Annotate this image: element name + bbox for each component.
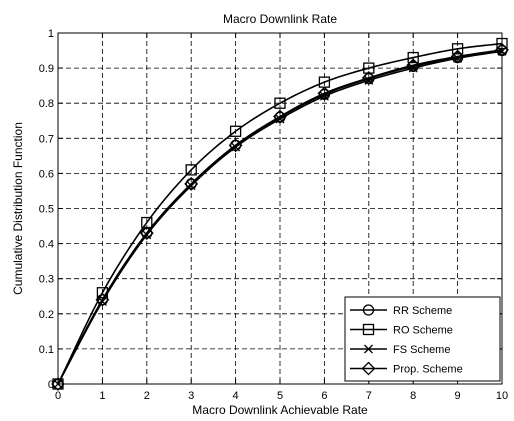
x-tick-label: 7 — [366, 390, 372, 402]
legend-label: RO Scheme — [393, 325, 453, 337]
data-point-square — [363, 62, 375, 74]
legend-label: RR Scheme — [393, 305, 452, 317]
legend-marker-diamond — [361, 361, 376, 376]
legend-marker-circle — [362, 304, 375, 316]
y-tick-label: 0.4 — [39, 239, 54, 251]
series-lines — [51, 37, 509, 391]
y-tick-label: 0.2 — [39, 309, 54, 321]
data-point-x — [319, 91, 329, 101]
data-point-circle — [185, 178, 197, 190]
data-point-square — [185, 164, 197, 176]
y-tick-label: 0.6 — [39, 168, 54, 180]
y-tick-label: 0.7 — [39, 133, 54, 145]
x-tick-label: 6 — [321, 390, 327, 402]
legend-entry: RR Scheme — [350, 304, 452, 317]
data-point-square — [407, 51, 419, 64]
legend-label: FS Scheme — [393, 344, 450, 356]
data-point-diamond — [361, 71, 376, 85]
x-tick-label: 0 — [55, 390, 61, 402]
data-point-x — [275, 114, 285, 124]
x-tick-label: 3 — [188, 390, 194, 402]
x-axis-label: Macro Downlink Achievable Rate — [192, 403, 368, 417]
data-point-circle — [96, 294, 109, 306]
data-point-x — [186, 181, 196, 191]
x-tick-label: 1 — [99, 390, 105, 402]
y-tick-label: 0 — [48, 379, 54, 391]
data-point-diamond — [51, 377, 65, 391]
data-point-square — [229, 125, 242, 137]
data-point-diamond — [95, 292, 110, 307]
y-tick-label: 0.1 — [39, 344, 54, 356]
data-point-diamond — [317, 86, 332, 101]
y-tick-label: 0.9 — [39, 63, 54, 75]
legend-box — [344, 296, 501, 382]
data-point-square — [274, 97, 286, 109]
data-point-square — [496, 37, 508, 50]
legend-label: Prop. Scheme — [393, 364, 463, 376]
x-tick-label: 9 — [455, 390, 461, 402]
series-diamond — [51, 42, 509, 391]
data-point-circle — [229, 139, 242, 151]
x-tick-label: 4 — [233, 390, 239, 402]
x-tick-label: 8 — [410, 390, 416, 402]
y-axis-label: Cumulative Distribution Function — [11, 122, 25, 295]
y-tick-label: 0.5 — [39, 204, 54, 216]
data-point-diamond — [139, 226, 154, 240]
legend-entry: Prop. Scheme — [350, 361, 463, 376]
legend-marker-square — [362, 323, 375, 336]
data-point-diamond — [184, 177, 199, 191]
data-point-diamond — [495, 42, 509, 57]
x-tick-label: 10 — [496, 390, 508, 402]
chart-title: Macro Downlink Rate — [223, 12, 337, 26]
legend-entry: RO Scheme — [350, 323, 453, 337]
y-tick-label: 1 — [48, 28, 54, 40]
series-line — [57, 42, 503, 385]
y-tick-label: 0.8 — [39, 98, 54, 110]
axis-ticks: 0 1 2 3 4 5 6 7 8 9 10 0 0.1 0.2 0.3 0.4 0.5 0.6 0.7 0.8 0.9… — [39, 28, 508, 402]
data-point-diamond — [273, 109, 287, 124]
data-point-x — [231, 142, 241, 152]
legend-marker-x — [364, 344, 373, 354]
data-point-square — [451, 43, 464, 55]
data-point-diamond — [228, 138, 243, 153]
legend-entry: FS Scheme — [350, 344, 450, 356]
series-line — [57, 49, 503, 385]
legend: RR Scheme RO Scheme FS Scheme Prop. Scheme — [344, 296, 501, 382]
data-point-diamond — [450, 49, 465, 64]
y-tick-label: 0.3 — [39, 274, 54, 286]
x-tick-label: 2 — [144, 390, 150, 402]
series-square — [52, 37, 508, 390]
data-point-square — [52, 378, 64, 390]
x-tick-label: 5 — [277, 390, 283, 402]
data-point-diamond — [406, 58, 421, 73]
